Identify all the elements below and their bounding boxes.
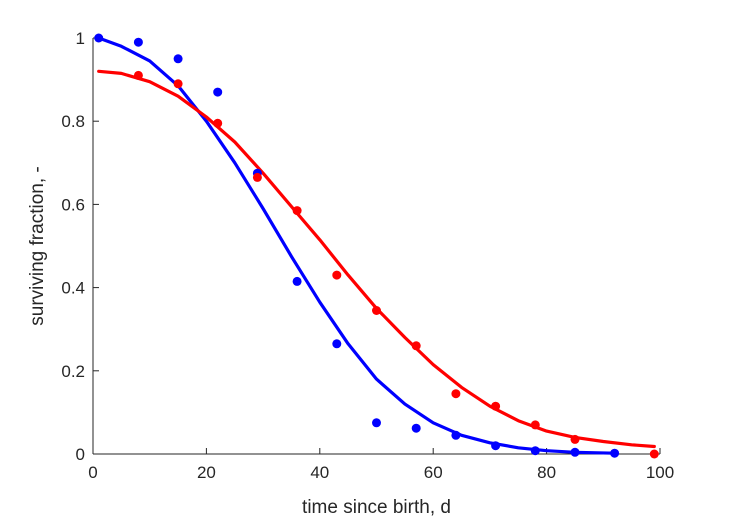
axes: 0 20 40 60 80 100 0 0.2 0.4 0.6 0.8 1	[61, 29, 674, 482]
y-tick-label: 0	[76, 445, 85, 464]
data-point-series-2	[491, 401, 501, 411]
data-point-series-1	[94, 33, 104, 43]
y-axis-label: surviving fraction, -	[27, 166, 48, 325]
x-axis-label: time since birth, d	[302, 497, 451, 518]
data-point-series-2	[530, 420, 540, 430]
data-point-series-2	[332, 270, 342, 280]
x-tick-label: 40	[310, 463, 329, 482]
data-point-series-2	[133, 70, 143, 80]
x-tick-label: 60	[424, 463, 443, 482]
x-tick-label: 80	[537, 463, 556, 482]
data-point-series-1	[292, 276, 302, 286]
data-point-series-2	[451, 389, 461, 399]
data-point-series-2	[372, 306, 381, 315]
data-point-series-1	[411, 423, 421, 433]
data-point-series-2	[411, 341, 421, 351]
data-point-series-1	[372, 418, 381, 428]
data-point-series-1	[491, 441, 501, 451]
data-point-series-2	[649, 449, 659, 459]
x-tick-label: 100	[646, 463, 674, 482]
data-point-series-2	[213, 118, 223, 128]
x-tick-label: 0	[88, 463, 97, 482]
y-tick-label: 0.6	[61, 195, 85, 214]
data-points	[94, 33, 659, 459]
y-tick-label: 1	[76, 29, 85, 48]
data-point-series-1	[332, 339, 342, 349]
x-tick-label: 20	[197, 463, 216, 482]
data-point-series-2	[570, 434, 580, 444]
y-tick-label: 0.4	[61, 279, 85, 298]
data-point-series-2	[292, 206, 302, 216]
y-tick-label: 0.2	[61, 362, 85, 381]
data-point-series-1	[570, 447, 580, 457]
y-tick-label: 0.8	[61, 112, 85, 131]
data-point-series-1	[610, 448, 620, 458]
data-point-series-2	[173, 79, 183, 89]
data-point-series-1	[451, 430, 461, 440]
data-point-series-2	[252, 172, 262, 182]
data-point-series-1	[213, 87, 223, 97]
data-point-series-1	[133, 37, 143, 47]
data-point-series-1	[530, 446, 540, 456]
data-point-series-1	[173, 54, 183, 64]
